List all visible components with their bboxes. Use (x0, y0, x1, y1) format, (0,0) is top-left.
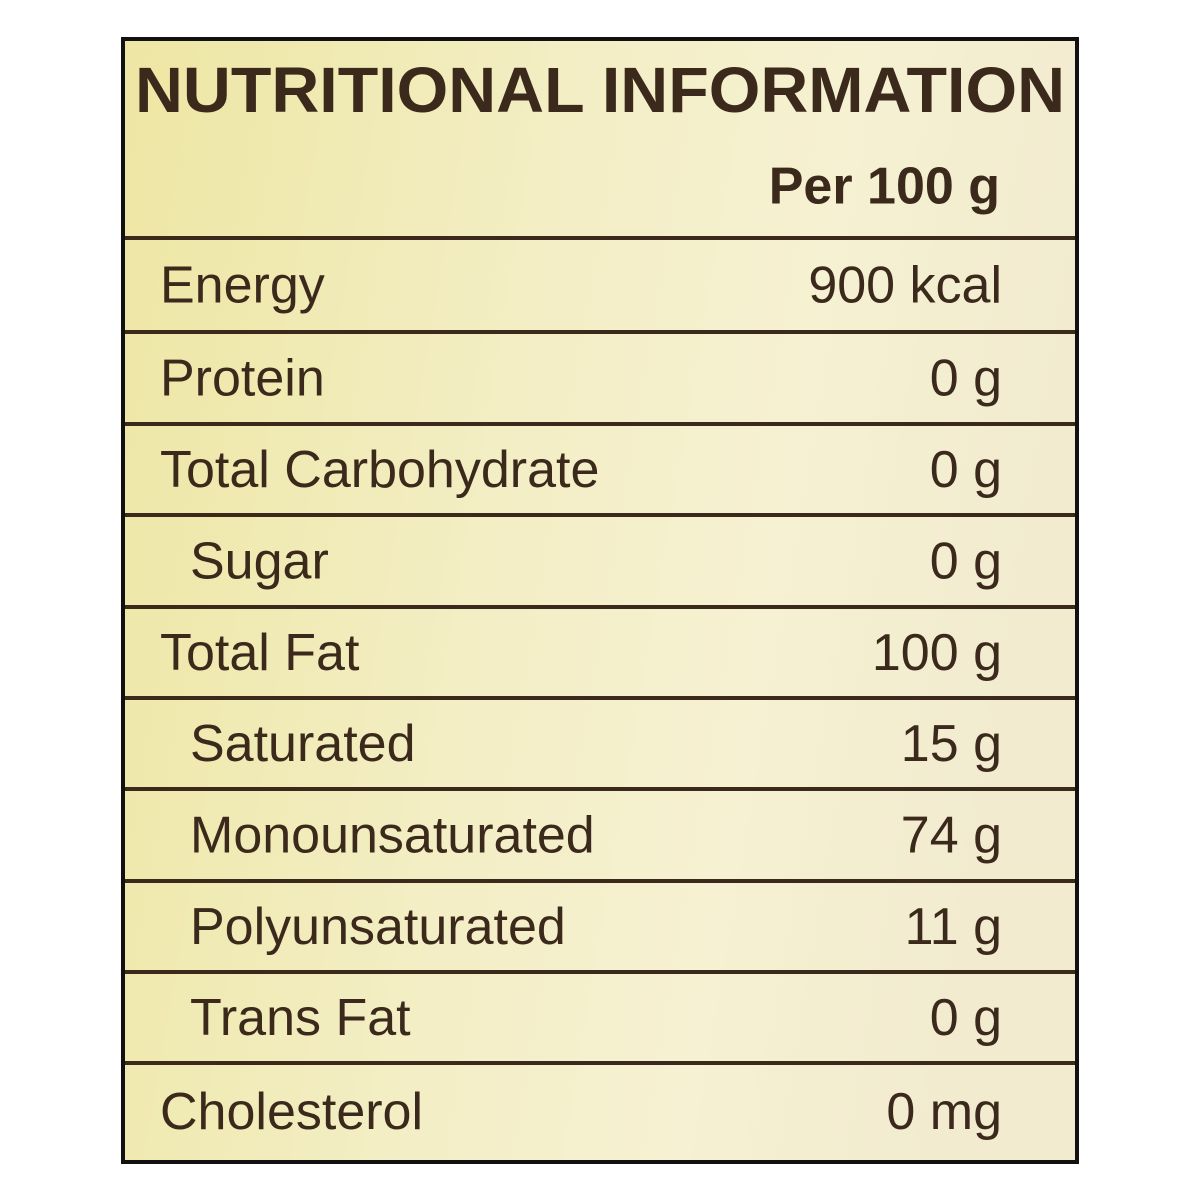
per-serving: Per 100 g (769, 158, 1000, 216)
nutrient-amount: 15 g (901, 715, 1002, 773)
nutrient-amount: 0 g (930, 350, 1002, 408)
nutrient-name: Energy (160, 257, 325, 315)
label-panel (121, 37, 1079, 1164)
nutrient-name: Cholesterol (160, 1083, 423, 1141)
nutrient-amount: 0 g (930, 441, 1002, 499)
nutrient-table: Energy 900 kcal Protein 0 g Total Carbohydra… (125, 236, 1075, 1141)
nutrient-amount: 0 g (930, 989, 1002, 1047)
nutrient-amount: 74 g (901, 807, 1002, 865)
nutrient-name: Trans Fat (190, 989, 411, 1047)
nutrient-amount: 900 kcal (808, 257, 1002, 315)
nutrient-amount: 11 g (905, 898, 1002, 956)
nutrient-name: Sugar (190, 533, 329, 591)
nutrient-amount: 0 g (930, 533, 1002, 591)
nutrient-name: Saturated (190, 715, 416, 773)
title: NUTRITIONAL INFORMATION (135, 54, 1065, 126)
nutrient-name: Polyunsaturated (190, 898, 566, 956)
nutrient-name: Total Fat (160, 624, 360, 682)
nutrient-name: Protein (160, 350, 325, 408)
nutrient-name: Monounsaturated (190, 807, 595, 865)
nutrient-amount: 0 mg (886, 1083, 1002, 1141)
nutrient-amount: 100 g (872, 624, 1002, 682)
nutrient-name: Total Carbohydrate (160, 441, 599, 499)
